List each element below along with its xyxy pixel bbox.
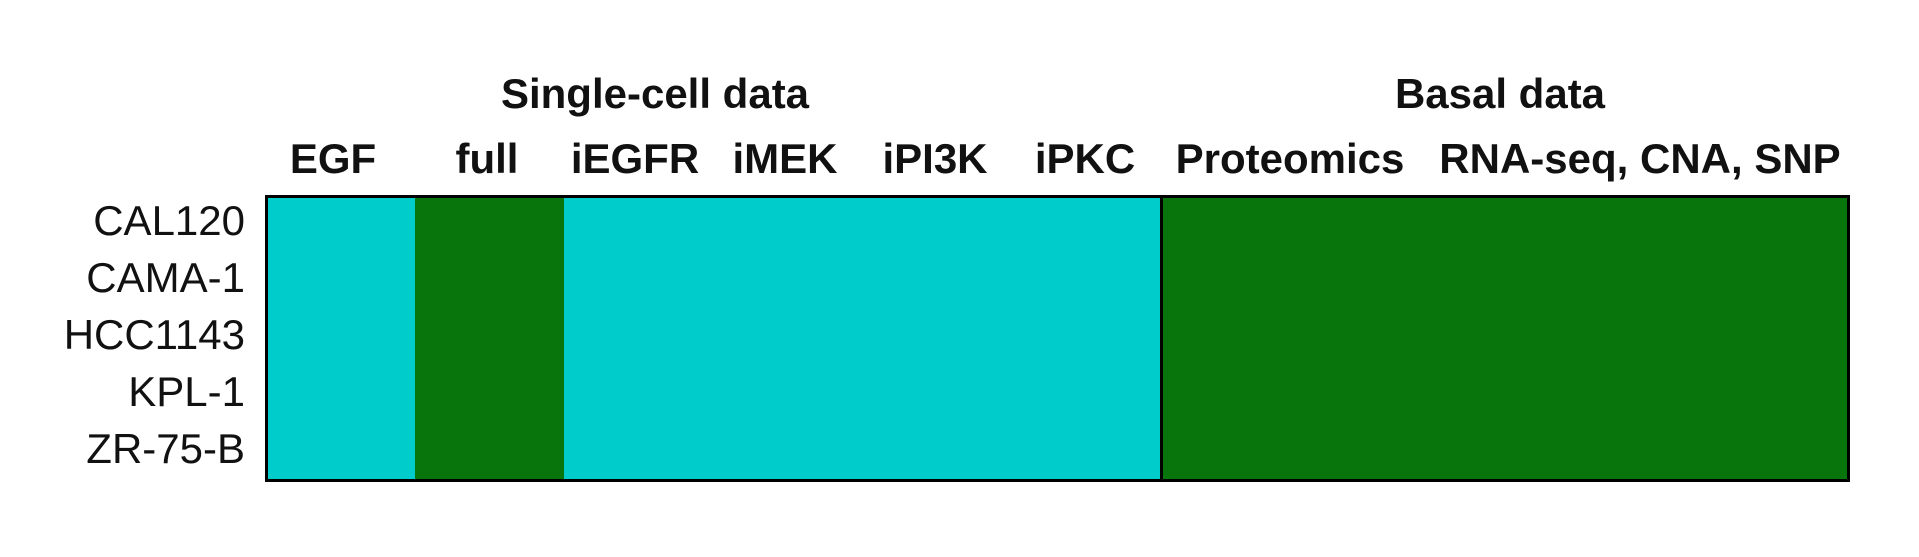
row-label-cal120: CAL120 <box>93 197 245 244</box>
row-label-hcc1143: HCC1143 <box>63 311 245 358</box>
block-full <box>415 198 564 479</box>
column-header-ipkc: iPKC <box>1034 135 1136 182</box>
group-title-basal: Basal data <box>1394 70 1606 117</box>
row-label-zr-75-b: ZR-75-B <box>86 425 245 472</box>
column-header-egf: EGF <box>289 135 377 182</box>
column-header-imek: iMEK <box>732 135 838 182</box>
block-inhibitors <box>564 198 1160 479</box>
block-egf <box>268 198 415 479</box>
column-header-iegfr: iEGFR <box>570 135 700 182</box>
group-separator <box>1160 198 1163 479</box>
column-header-proteomics: Proteomics <box>1175 135 1405 182</box>
column-header-ipi3k: iPI3K <box>882 135 988 182</box>
column-header-rna-seq-cna-snp: RNA-seq, CNA, SNP <box>1439 135 1841 182</box>
row-label-cama-1: CAMA-1 <box>86 254 245 301</box>
column-header-full: full <box>455 135 519 182</box>
block-basal-data <box>1163 198 1847 479</box>
group-title-single-cell: Single-cell data <box>500 70 810 117</box>
row-label-kpl-1: KPL-1 <box>128 368 245 415</box>
availability-grid <box>265 195 1850 482</box>
